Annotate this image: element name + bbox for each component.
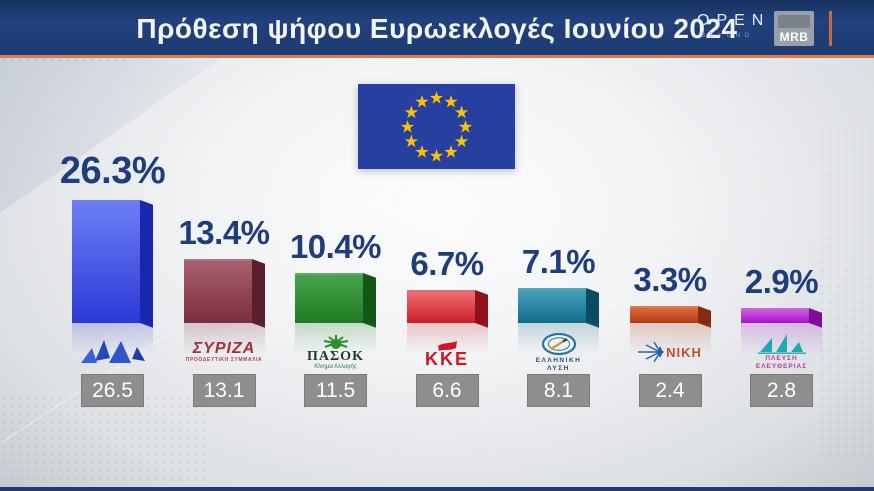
halftone-dots [818, 130, 874, 460]
previous-value: 8.1 [543, 379, 574, 402]
pasok-wordmark: ΠΑΣΟΚ [307, 348, 364, 364]
halftone-dots [0, 395, 210, 485]
previous-value: 11.5 [315, 379, 356, 402]
bar-front-face [741, 308, 809, 323]
mrb-pollster-logo: MRB [774, 11, 814, 46]
percent-label: 13.4% [178, 214, 270, 251]
percent-label: 7.1% [521, 243, 596, 280]
bar-syriza [183, 259, 265, 328]
mrb-logo-band [778, 15, 810, 28]
kke-logo: ΚΚΕ [402, 331, 493, 373]
compass-icon [541, 332, 576, 355]
party-column-kke: 6.7% ΚΚΕ 6.6 [406, 0, 488, 491]
previous-value-box: 8.1 [527, 374, 590, 407]
previous-value: 2.4 [655, 379, 685, 402]
previous-value-box: 2.8 [750, 374, 813, 407]
eu-flag-icon [358, 84, 515, 169]
bar-front-face [518, 288, 586, 323]
bar-front-face [72, 200, 140, 323]
previous-value: 26.5 [92, 379, 133, 402]
bar-elliniki-lysi [518, 288, 599, 328]
syriza-subtext: ΠΡΟΟΔΕΥΤΙΚΗ ΣΥΜΜΑΧΙΑ [185, 357, 263, 363]
syriza-logo: ΣΥΡΙΖΑ ΠΡΟΟΔΕΥΤΙΚΗ ΣΥΜΜΑΧΙΑ [179, 331, 270, 373]
bar-front-face [406, 290, 475, 323]
percent-label: 2.9% [744, 263, 819, 300]
bar-side-face [251, 259, 265, 328]
page-title: Πρόθεση ψήφου Ευρωεκλογές Ιουνίου 2024 [136, 13, 738, 44]
party-column-niki: 3.3% ΝΙΚΗ 2.4 [629, 0, 711, 491]
bar-pasok [295, 273, 376, 328]
party-column-pasok: 10.4% ΠΑΣΟΚ Κίνημα Αλλαγής 11.5 [290, 0, 382, 491]
kke-wordmark: ΚΚΕ [424, 348, 469, 369]
bottom-strip [0, 487, 874, 491]
previous-value: 2.8 [766, 379, 797, 402]
previous-value-box: 13.1 [192, 374, 256, 407]
niki-logo: ΝΙΚΗ [625, 331, 716, 373]
plefsi-wordmark-line1: ΠΛΕΥΣΗ [765, 355, 798, 362]
pasok-sun-icon [323, 334, 348, 349]
syriza-wordmark: ΣΥΡΙΖΑ [192, 340, 256, 357]
pollster-name: MRB [779, 30, 809, 44]
percent-label: 3.3% [633, 261, 707, 298]
pasok-logo: ΠΑΣΟΚ Κίνημα Αλλαγής [290, 331, 381, 373]
previous-value: 13.1 [203, 379, 245, 402]
pasok-subtext: Κίνημα Αλλαγής [314, 363, 357, 370]
header-accent-line [0, 55, 874, 58]
elliniki-lysi-wordmark-line2: ΛΥΣΗ [547, 364, 570, 372]
bar-front-face [183, 259, 252, 323]
bar-front-face [295, 273, 363, 323]
bar-niki [629, 306, 711, 328]
header-bar: Πρόθεση ψήφου Ευρωεκλογές Ιουνίου 2024 O… [0, 0, 874, 55]
previous-value-box: 6.6 [415, 374, 479, 407]
party-column-syriza: 13.4% ΣΥΡΙΖΑ ΠΡΟΟΔΕΥΤΙΚΗ ΣΥΜΜΑΧΙΑ 13.1 [178, 0, 270, 491]
percent-label: 26.3% [59, 150, 166, 192]
previous-value-box: 2.4 [638, 374, 702, 407]
party-column-plefsi-eleftherias: 2.9% ΠΛΕΥΣΗ ΕΛΕΥΘΕΡΙΑΣ 2.8 [741, 0, 822, 491]
nd-flag-icon [67, 331, 158, 373]
previous-value-box: 26.5 [81, 374, 144, 407]
previous-value-box: 11.5 [304, 374, 367, 407]
header-divider [829, 11, 832, 46]
kke-flag-icon [438, 340, 457, 351]
bar-reflection [406, 323, 488, 359]
plefsi-wordmark-line2: ΕΛΕΥΘΕΡΙΑΣ [755, 363, 808, 370]
sails-icon [757, 334, 806, 354]
bar-plefsi-eleftherias [741, 308, 822, 328]
party-column-nd: 26.3% 26.5 [60, 0, 166, 491]
bar-reflection [183, 323, 265, 359]
channel-tagline: BEYOND [701, 33, 754, 39]
open-channel-logo: OPEN BEYOND [690, 12, 771, 39]
niki-wordmark: ΝΙΚΗ [666, 344, 702, 360]
elliniki-lysi-wordmark-line1: ΕΛΛΗΝΙΚΗ [535, 356, 582, 364]
bar-reflection [629, 323, 711, 359]
bar-nd [72, 200, 153, 328]
eu-flag-svg [358, 84, 515, 169]
bar-kke [406, 290, 488, 328]
channel-name: OPEN [697, 12, 771, 29]
niki-star-icon [638, 342, 665, 362]
party-column-elliniki-lysi: 7.1% ΕΛΛΗΝΙΚΗ ΛΥΣΗ 8.1 [518, 0, 599, 491]
elliniki-lysi-logo: ΕΛΛΗΝΙΚΗ ΛΥΣΗ [513, 331, 604, 373]
percent-label: 10.4% [289, 228, 382, 265]
percent-label: 6.7% [410, 245, 484, 282]
bar-front-face [629, 306, 698, 323]
previous-value: 6.6 [432, 379, 462, 402]
plefsi-eleftherias-logo: ΠΛΕΥΣΗ ΕΛΕΥΘΕΡΙΑΣ [736, 331, 827, 373]
